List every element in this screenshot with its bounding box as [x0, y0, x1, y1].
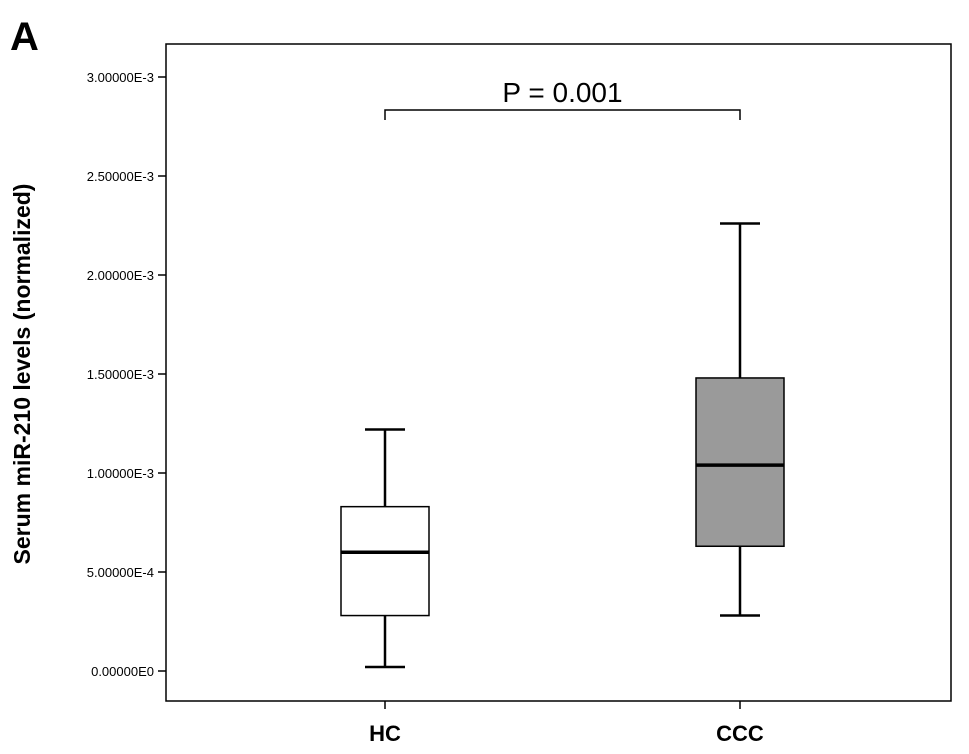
p-value-label: P = 0.001: [502, 77, 622, 108]
iqr-box: [340, 505, 430, 617]
box-ccc: [695, 222, 785, 617]
significance-annotation: P = 0.001: [384, 77, 741, 120]
plot-frame: [165, 43, 952, 702]
significance-bracket: [384, 109, 741, 120]
y-tick-label: 5.00000E-4: [87, 565, 154, 580]
x-axis: HC CCC: [369, 701, 764, 746]
y-tick-label: 3.00000E-3: [87, 70, 154, 85]
y-axis: 0.00000E0 5.00000E-4 1.00000E-3 1.50000E-3 2…: [87, 70, 166, 679]
y-tick-label: 2.50000E-3: [87, 169, 154, 184]
iqr-box: [695, 377, 785, 548]
y-tick-label: 0.00000E0: [91, 664, 154, 679]
y-tick-label: 1.00000E-3: [87, 466, 154, 481]
y-tick-label: 1.50000E-3: [87, 367, 154, 382]
x-category-label: CCC: [716, 721, 764, 746]
box-series: [340, 222, 785, 669]
y-axis-label: Serum miR-210 levels (normalized): [9, 184, 35, 565]
y-tick-label: 2.00000E-3: [87, 268, 154, 283]
x-category-label: HC: [369, 721, 401, 746]
panel-label: A: [10, 15, 39, 59]
box-hc: [340, 428, 430, 669]
